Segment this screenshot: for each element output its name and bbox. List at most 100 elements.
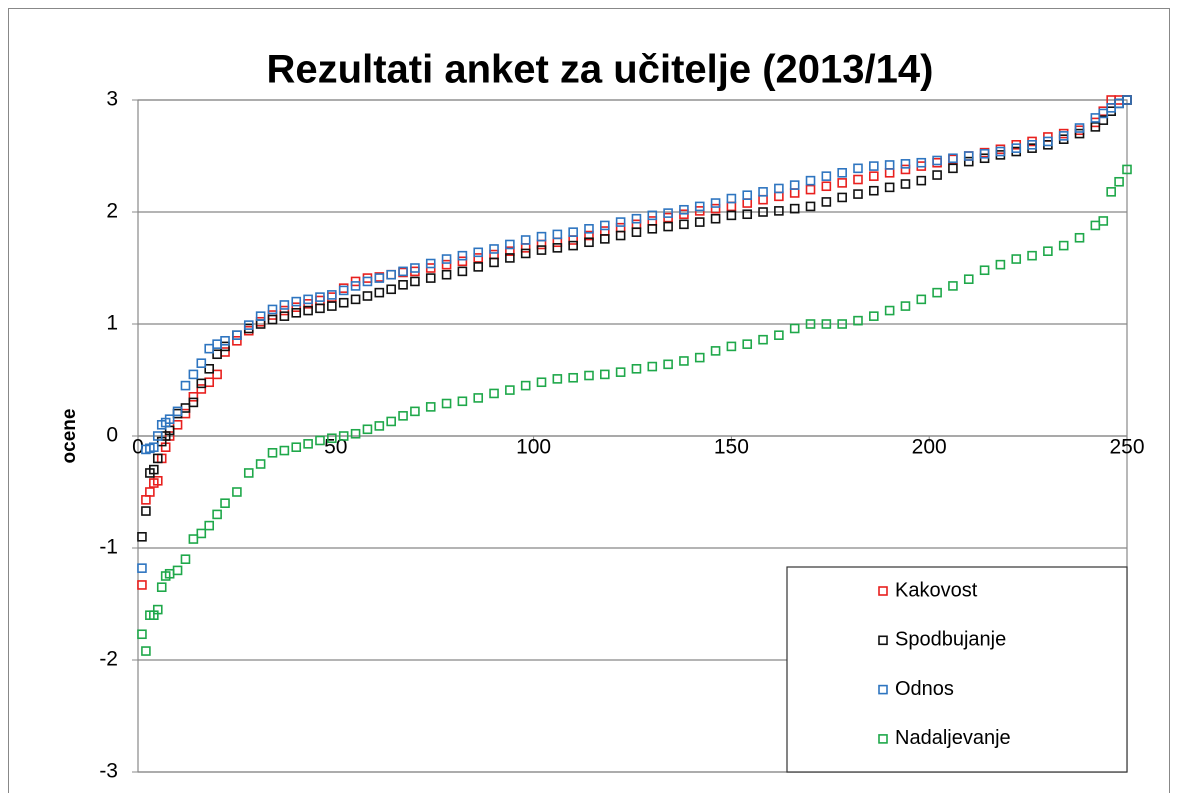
x-tick-label: 150 xyxy=(714,436,749,459)
point xyxy=(156,582,167,593)
point xyxy=(520,235,531,245)
point xyxy=(789,203,800,214)
point xyxy=(869,185,879,196)
point xyxy=(267,314,278,325)
point xyxy=(647,210,658,221)
point xyxy=(212,509,222,520)
point xyxy=(137,531,147,542)
point xyxy=(631,227,642,237)
point xyxy=(350,294,361,305)
point xyxy=(932,155,942,166)
point xyxy=(552,243,563,253)
point xyxy=(350,428,361,439)
point xyxy=(267,447,278,458)
point xyxy=(948,163,958,174)
x-tick-label: 100 xyxy=(516,436,551,459)
x-tick-label: 200 xyxy=(912,436,947,459)
point xyxy=(350,281,361,291)
point xyxy=(979,148,990,159)
point xyxy=(338,431,349,441)
legend-label: Odnos xyxy=(895,678,954,700)
point xyxy=(410,276,420,287)
x-tick-label: 50 xyxy=(324,436,347,459)
point xyxy=(149,442,159,453)
point xyxy=(837,319,847,329)
point xyxy=(188,534,199,544)
point xyxy=(398,411,408,421)
point xyxy=(172,406,183,417)
point xyxy=(505,246,515,256)
point xyxy=(505,385,515,395)
point xyxy=(853,189,863,199)
point xyxy=(995,259,1006,270)
point xyxy=(932,287,942,298)
point xyxy=(584,370,594,381)
point xyxy=(821,319,832,329)
point xyxy=(1074,123,1085,133)
point xyxy=(853,174,863,185)
point xyxy=(188,391,199,402)
point xyxy=(1027,140,1037,150)
point xyxy=(663,359,673,370)
y-tick-label: 3 xyxy=(106,88,118,111)
point xyxy=(552,374,563,384)
point xyxy=(948,153,958,164)
point xyxy=(362,424,373,435)
point xyxy=(457,256,468,267)
point xyxy=(398,266,408,277)
point xyxy=(805,201,816,212)
point xyxy=(489,388,499,399)
point xyxy=(1098,108,1109,119)
point xyxy=(789,180,800,190)
point xyxy=(232,335,242,346)
point xyxy=(386,284,396,295)
legend-box xyxy=(786,566,1128,773)
point xyxy=(152,453,163,464)
point xyxy=(338,297,349,308)
point xyxy=(584,230,594,241)
point xyxy=(726,341,737,352)
legend-swatch xyxy=(878,684,888,695)
point xyxy=(995,146,1006,157)
point xyxy=(196,358,207,369)
point xyxy=(742,209,753,220)
point xyxy=(327,301,337,311)
point xyxy=(1098,216,1109,226)
point xyxy=(441,269,452,280)
point xyxy=(615,217,626,227)
point xyxy=(916,157,927,168)
point xyxy=(963,151,974,161)
point xyxy=(220,498,230,509)
legend-swatch xyxy=(878,635,888,646)
point xyxy=(869,171,879,181)
point xyxy=(758,207,768,217)
point xyxy=(1043,246,1053,256)
point xyxy=(1011,254,1022,264)
y-tick-label: 2 xyxy=(106,200,118,223)
point xyxy=(963,156,974,167)
point xyxy=(473,253,484,263)
point xyxy=(180,554,191,565)
point xyxy=(679,356,689,366)
point xyxy=(410,406,420,417)
point xyxy=(137,629,147,640)
point xyxy=(1122,164,1132,175)
point xyxy=(398,279,408,290)
legend-label: Spodbujanje xyxy=(895,629,1006,651)
point xyxy=(152,475,163,486)
point xyxy=(615,367,626,377)
point xyxy=(821,197,832,207)
x-tick-label: 250 xyxy=(1109,436,1144,459)
point xyxy=(204,520,215,531)
point xyxy=(853,315,863,326)
point xyxy=(291,442,302,453)
point xyxy=(694,201,705,212)
point xyxy=(212,369,222,380)
point xyxy=(821,171,832,181)
point xyxy=(615,230,626,241)
point xyxy=(141,506,151,516)
point xyxy=(710,198,721,208)
point xyxy=(243,468,254,478)
y-tick-label: 1 xyxy=(106,312,118,335)
point xyxy=(916,175,927,186)
